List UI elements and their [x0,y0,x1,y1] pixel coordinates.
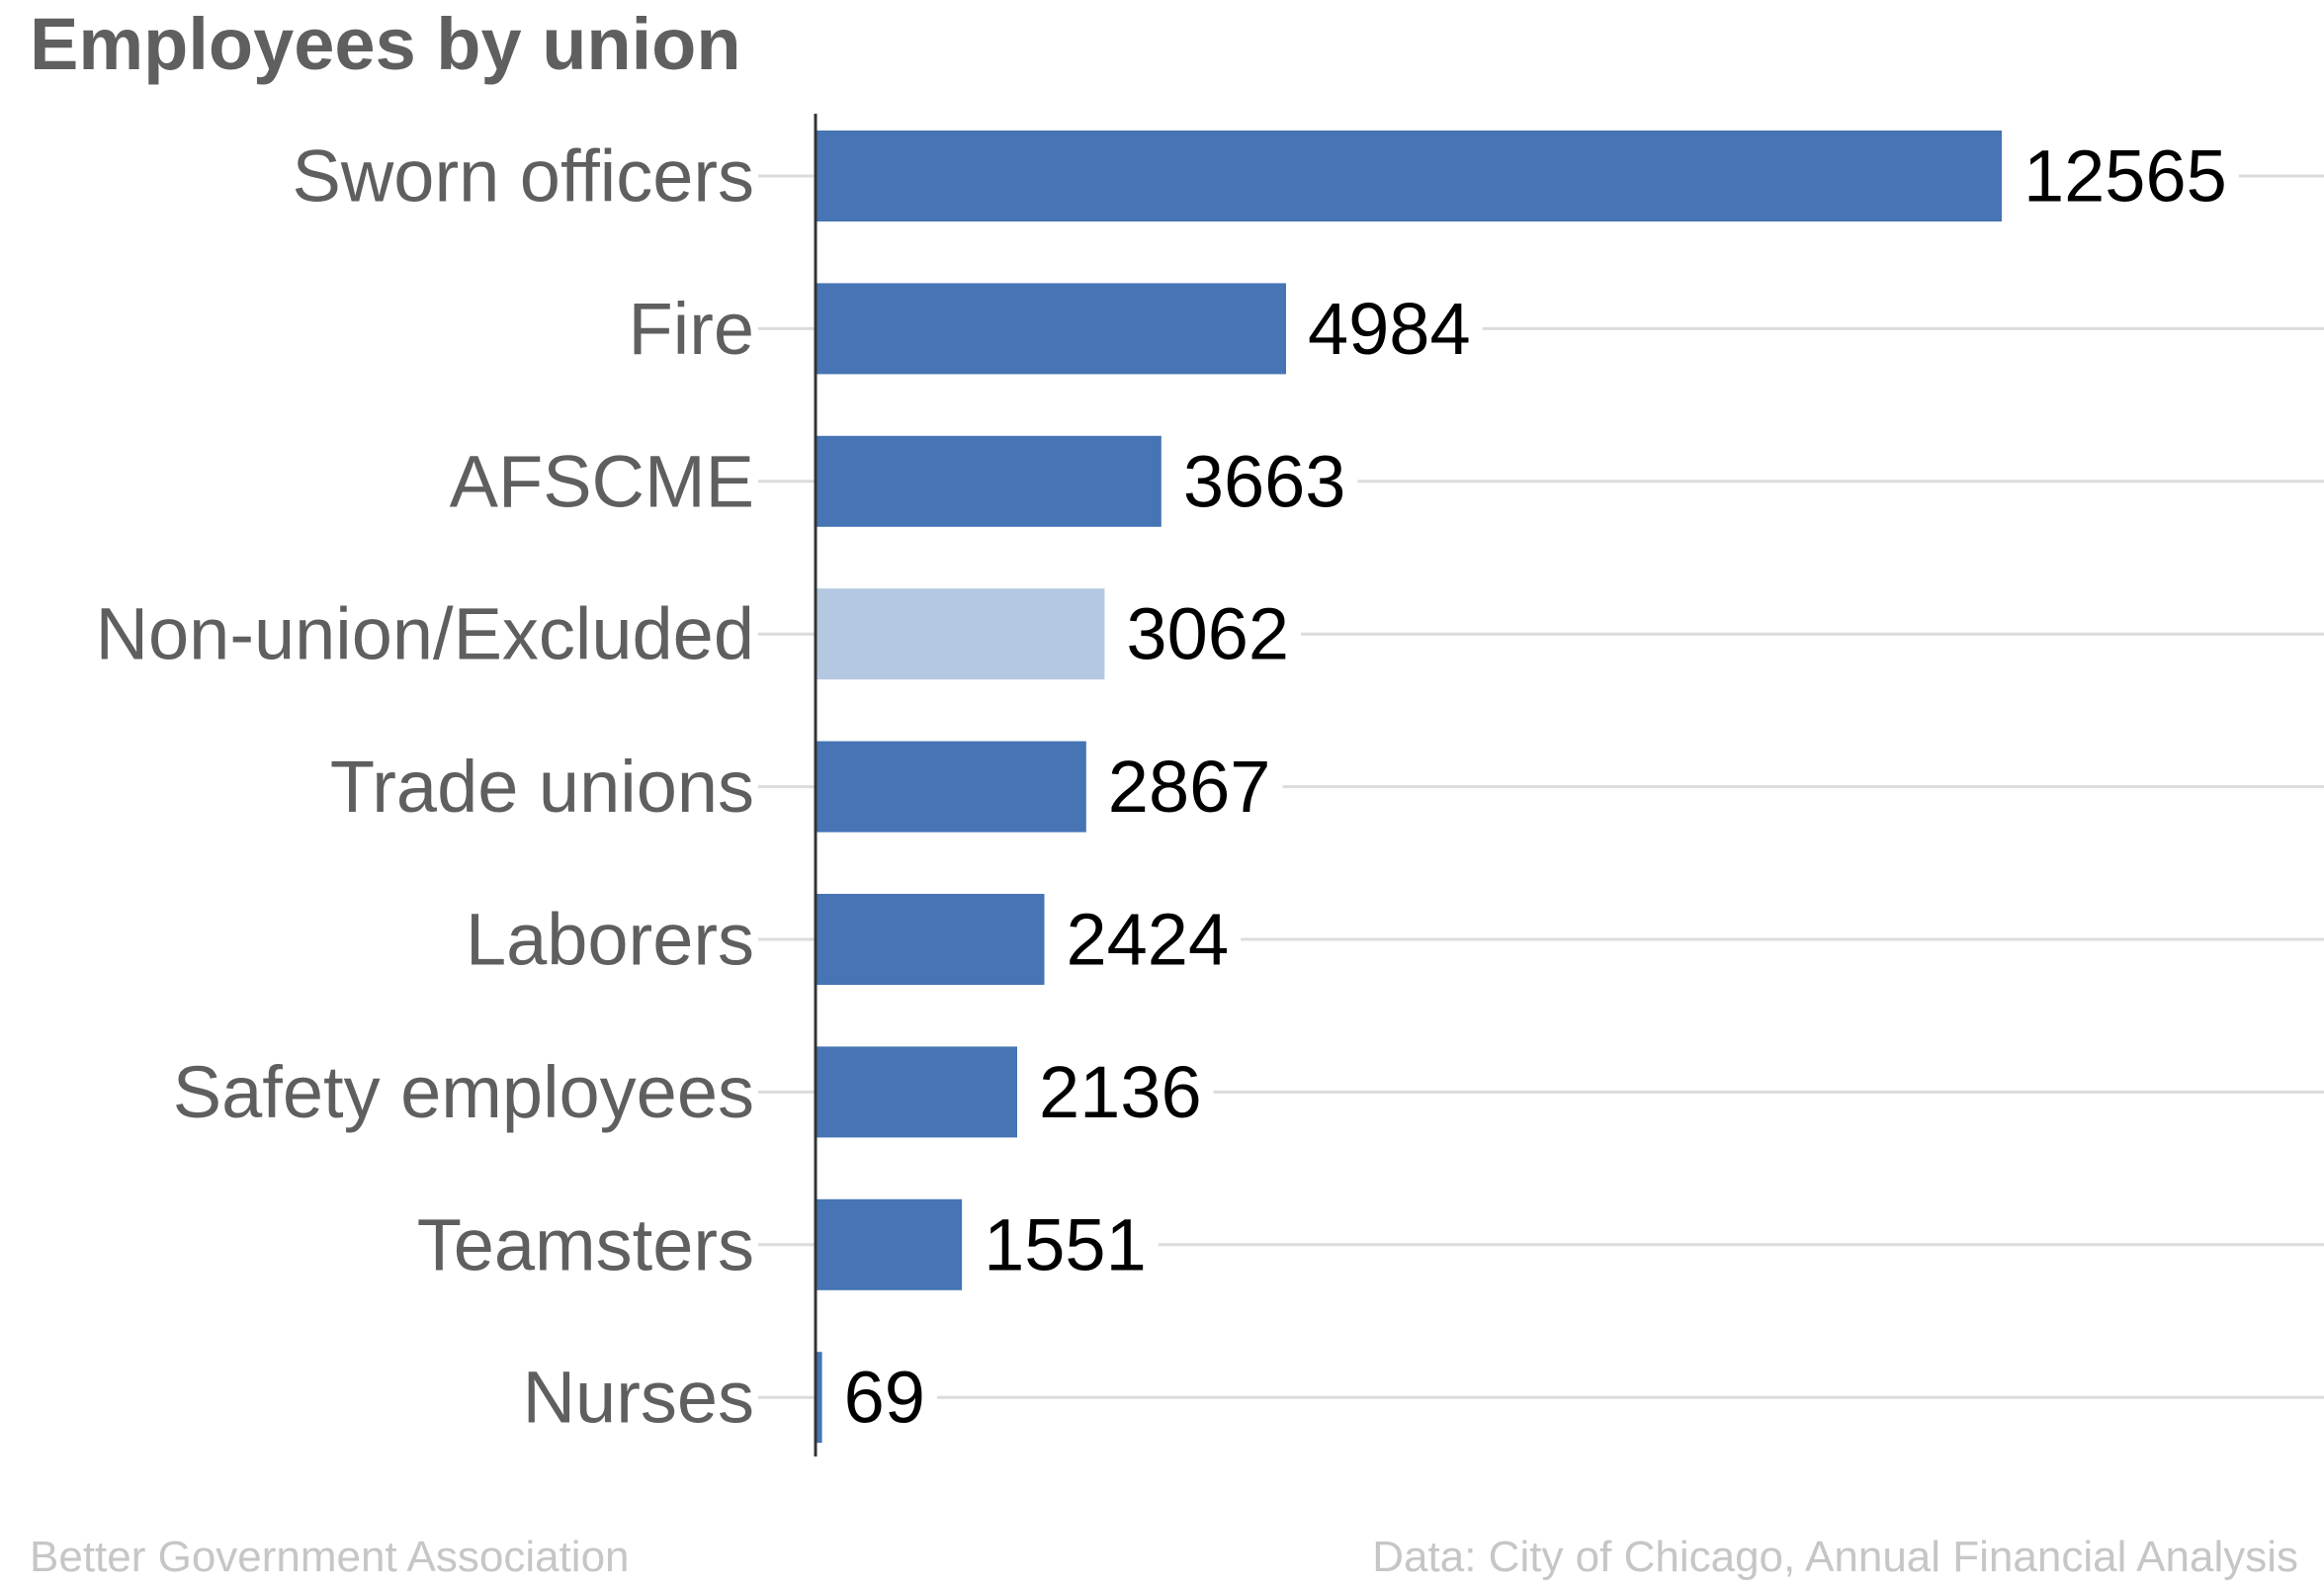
bars [816,131,2002,1444]
value-label: 3663 [1183,440,1346,522]
value-label: 2136 [1039,1051,1202,1133]
value-label: 4984 [1308,288,1471,370]
credit-text: Better Government Association [30,1533,630,1581]
bar [816,1198,963,1290]
value-labels: 12565 4984 3663 3062 2867 2424 2136 1551 69 [844,135,2227,1439]
category-label: Teamsters [417,1203,754,1285]
bar [816,283,1286,375]
category-label: Safety employees [173,1051,754,1133]
value-label: 69 [844,1357,925,1439]
bar [816,1352,822,1444]
bar [816,894,1045,985]
category-label: Non-union/Excluded [96,593,754,675]
value-label: 3062 [1126,593,1289,675]
value-label: 12565 [2023,135,2227,218]
bar-chart: Sworn officers Fire AFSCME Non-union/Exclud… [96,114,2324,1457]
category-label: Fire [629,288,754,370]
category-label: Sworn officers [293,135,755,218]
value-label: 2867 [1108,746,1271,828]
category-labels: Sworn officers Fire AFSCME Non-union/Exclud… [96,135,754,1439]
gridlines [758,174,2324,1399]
bar [816,131,2002,221]
bar [816,435,1162,527]
value-label: 2424 [1067,899,1230,981]
bar [816,741,1086,833]
category-label: Trade unions [330,746,754,828]
bar [816,588,1105,680]
category-label: Nurses [523,1357,754,1439]
value-label: 1551 [984,1203,1147,1285]
category-label: AFSCME [450,440,754,522]
bar [816,1046,1017,1138]
source-text: Data: City of Chicago, Annual Financial … [1372,1533,2298,1581]
chart-title: Employees by union [30,3,741,85]
category-label: Laborers [466,899,754,981]
